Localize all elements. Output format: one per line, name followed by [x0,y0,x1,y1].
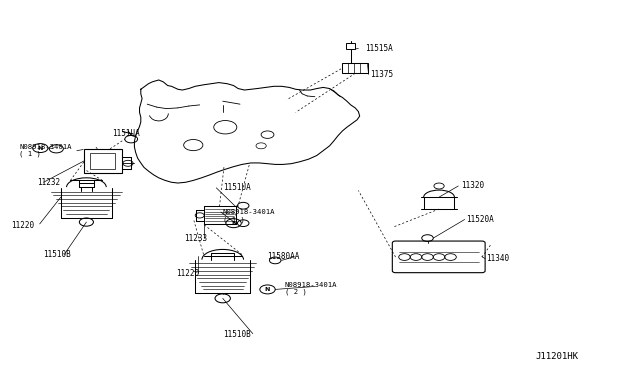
Bar [90,153,115,169]
Text: 11510B: 11510B [223,330,250,339]
Text: N: N [231,221,236,226]
Text: 11233: 11233 [184,234,207,243]
Text: 1151UA: 1151UA [112,129,140,138]
Text: N: N [38,145,43,151]
Text: 11520A: 11520A [466,215,493,224]
Text: 11510B: 11510B [44,250,71,259]
Text: N: N [265,287,270,292]
Text: J11201HK: J11201HK [535,352,579,361]
Text: 11340: 11340 [486,254,509,263]
Text: 11232: 11232 [37,178,60,187]
Text: 11375: 11375 [370,70,393,79]
Text: 1151UA: 1151UA [223,183,250,192]
Bar [346,43,355,49]
Text: 11220: 11220 [176,269,199,278]
Text: 11320: 11320 [461,182,484,190]
Text: N08918-3401A
( 2 ): N08918-3401A ( 2 ) [285,282,337,295]
Text: 11220: 11220 [12,221,35,230]
Text: N08918-3401A
( 1 ): N08918-3401A ( 1 ) [223,209,275,222]
Bar [342,63,368,73]
Text: 11580AA: 11580AA [268,252,300,261]
Text: 11515A: 11515A [365,44,392,53]
Bar [84,149,122,173]
Text: N08918-3401A
( 1 ): N08918-3401A ( 1 ) [19,144,72,157]
